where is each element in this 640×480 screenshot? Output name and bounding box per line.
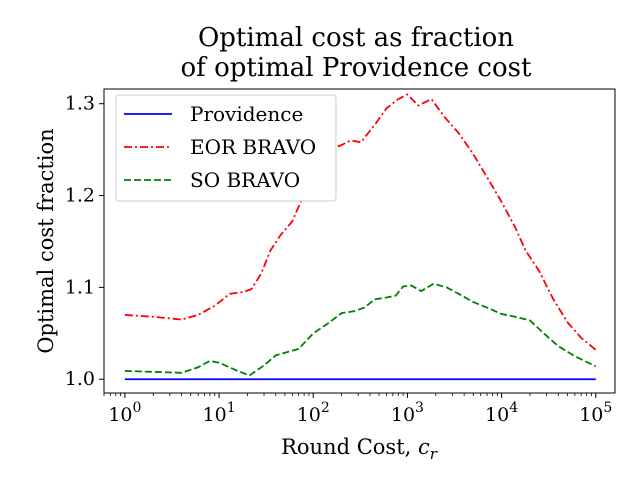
- plot-frame: [103, 88, 616, 394]
- plot-area: 100 101 102 103 104 105 1.0 1.1 1.2 1.3: [65, 88, 616, 426]
- x-tick-label: 104: [485, 400, 518, 426]
- legend: Providence EOR BRAVO SO BRAVO: [115, 94, 337, 202]
- chart-title-line2: of optimal Providence cost: [181, 53, 532, 83]
- y-tick-label: 1.2: [65, 185, 95, 207]
- chart-title-line1: Optimal cost as fraction: [198, 23, 514, 53]
- y-tick-label: 1.3: [65, 93, 95, 115]
- x-tick-label: 101: [203, 400, 236, 426]
- legend-label-3: SO BRAVO: [190, 168, 300, 192]
- y-tick-label: 1.0: [65, 368, 95, 390]
- ticks-layer: 100 101 102 103 104 105 1.0 1.1 1.2 1.3: [65, 93, 613, 426]
- x-tick-label: 102: [297, 400, 330, 426]
- x-tick-label: 105: [579, 400, 612, 426]
- legend-label-1: Providence: [190, 102, 303, 126]
- x-axis-label: Round Cost, cr: [281, 435, 438, 463]
- x-tick-label: 103: [391, 400, 424, 426]
- y-axis-label: Optimal cost fraction: [34, 128, 58, 353]
- x-tick-label: 100: [108, 400, 141, 426]
- y-tick-label: 1.1: [65, 276, 95, 298]
- series-line-2: [124, 93, 597, 351]
- legend-box: [115, 94, 337, 202]
- series-line-3: [124, 282, 597, 377]
- series-layer: [124, 93, 597, 381]
- legend-label-2: EOR BRAVO: [190, 135, 316, 159]
